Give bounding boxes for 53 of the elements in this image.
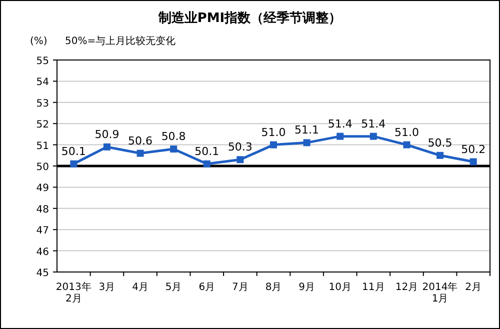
x-tick-label: 3月: [98, 282, 116, 293]
x-tick-label: 2月: [465, 282, 482, 293]
data-label: 51.0: [261, 126, 286, 139]
data-label: 50.2: [461, 142, 486, 156]
data-label: 51.4: [361, 117, 386, 130]
x-tick-label: 6月: [198, 282, 216, 293]
y-tick-label: 52: [36, 120, 49, 131]
point: [203, 160, 210, 168]
data-label: 50.1: [61, 144, 86, 158]
x-tick-label: 2013年 2月: [56, 281, 92, 304]
point: [303, 139, 310, 146]
data-label: 50.5: [428, 136, 452, 150]
data-label: 50.8: [161, 130, 186, 144]
x-tick-label: 10月: [328, 282, 352, 293]
data-label: 50.1: [194, 144, 220, 158]
point: [236, 156, 244, 164]
x-tick-label: 12月: [395, 282, 418, 293]
y-tick-label: 48: [36, 204, 49, 216]
data-label: 51.1: [294, 124, 320, 137]
y-tick-label: 46: [36, 246, 49, 258]
x-tick-label: 4月: [132, 282, 148, 293]
y-axis-title: (%): [30, 36, 48, 47]
y-tick-label: 55: [36, 56, 49, 67]
data-label: 51.4: [328, 117, 352, 130]
point: [370, 132, 377, 140]
y-tick-label: 53: [36, 98, 49, 110]
point: [403, 141, 410, 148]
x-tick-label: 7月: [232, 282, 248, 293]
y-tick-label: 49: [36, 183, 49, 194]
x-tick-label: 9月: [298, 282, 315, 293]
data-label: 51.0: [394, 126, 419, 139]
point: [70, 160, 78, 168]
x-tick-label: 5月: [165, 282, 182, 293]
y-tick-label: 45: [36, 268, 49, 279]
y-tick-label: 50: [36, 162, 49, 173]
point: [470, 158, 477, 166]
y-tick-label: 51: [36, 140, 49, 152]
data-label: 50.6: [128, 134, 153, 148]
x-tick-label: 11月: [362, 282, 385, 293]
y-tick-label: 54: [36, 77, 49, 88]
point: [103, 143, 110, 150]
point: [136, 150, 144, 157]
y-tick-label: 47: [36, 226, 49, 237]
chart-title: 制造业PMI指数（经季节调整）: [157, 10, 342, 26]
point: [436, 152, 444, 159]
text: 50%=与上月比较无变化: [65, 35, 176, 47]
data-label: 50.3: [228, 140, 252, 154]
data-label: 50.9: [94, 128, 120, 141]
point: [170, 146, 178, 153]
x-tick-label: 2014年 1月: [422, 281, 458, 304]
x-tick-label: 8月: [265, 282, 282, 293]
point: [336, 132, 344, 140]
point: [270, 141, 277, 148]
